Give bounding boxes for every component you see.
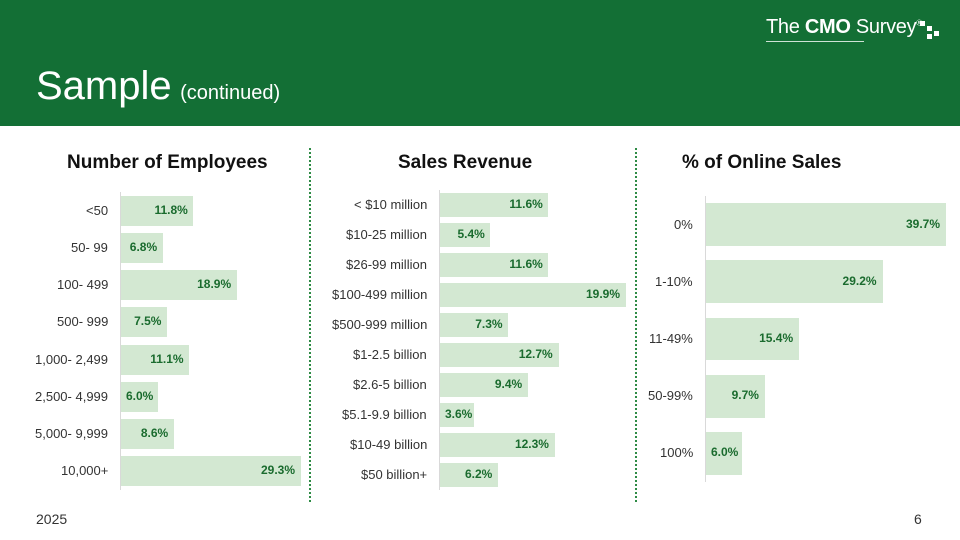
category-label: $26-99 million (346, 257, 427, 272)
bar (121, 195, 194, 226)
bar-value-label: 15.4% (759, 331, 794, 345)
bar (706, 260, 883, 304)
bar (121, 344, 190, 375)
bar-value-label: 6.2% (464, 467, 493, 481)
page-number: 6 (914, 511, 922, 527)
logo-underline (766, 41, 864, 42)
bar-value-label: 9.7% (731, 388, 759, 403)
title-main: Sample (36, 64, 172, 108)
bar-value-label: 3.6% (445, 407, 473, 421)
bar-value-label: 7.3% (475, 317, 503, 331)
bar (706, 431, 743, 475)
bar-value-label: 18.9% (197, 277, 232, 292)
bar-value-label: 12.7% (518, 347, 553, 361)
bar (121, 232, 163, 263)
bar-value-label: 8.6% (140, 426, 169, 441)
category-label: 50-99% (648, 388, 693, 404)
bar (440, 253, 549, 277)
logo-bold: CMO (804, 16, 851, 38)
category-label: 50- 99 (71, 239, 108, 255)
category-label: <50 (86, 202, 109, 218)
chart-title-employees: Number of Employees (67, 152, 268, 173)
bar-value-label: 9.4% (494, 377, 523, 391)
divider-left (309, 148, 311, 502)
bar-value-label: 29.3% (261, 463, 296, 478)
category-label: 100- 499 (57, 277, 109, 293)
bar (440, 403, 474, 427)
category-label: $500-999 million (332, 317, 428, 332)
category-label: $2.6-5 billion (353, 377, 427, 392)
bar (440, 223, 491, 247)
bar-value-label: 6.8% (129, 239, 158, 254)
bar (440, 193, 549, 217)
category-label: $10-49 billion (350, 437, 428, 452)
header-banner: Sample (continued) The CMO Survey® (0, 0, 960, 126)
category-label: 1,000- 2,499 (35, 351, 109, 367)
bar-value-label: 39.7% (906, 216, 941, 231)
chart-title-revenue: Sales Revenue (398, 152, 533, 173)
logo-suffix: Survey (850, 16, 917, 38)
chart-title-online-sales: % of Online Sales (682, 152, 842, 173)
bar-value-label: 6.0% (126, 388, 154, 403)
divider-right (635, 148, 637, 502)
bar (440, 433, 555, 457)
category-label: 2,500- 4,999 (35, 388, 109, 404)
bar (440, 313, 509, 337)
bar-value-label: 11.1% (150, 351, 184, 366)
axis-line (120, 192, 121, 490)
category-label: 1-10% (655, 273, 693, 289)
bar (121, 381, 158, 412)
page-title: Sample (continued) (36, 64, 280, 109)
category-label: $50 billion+ (361, 467, 428, 482)
bar-value-label: 11.6% (509, 197, 543, 211)
category-label: $100-499 million (332, 287, 428, 302)
bar-value-label: 11.6% (509, 257, 543, 271)
bar-value-label: 5.4% (457, 227, 485, 241)
logo-prefix: The (766, 16, 805, 38)
bar (706, 203, 946, 247)
category-label: 0% (674, 216, 693, 232)
bar (121, 419, 174, 450)
category-label: $10-25 million (346, 227, 427, 242)
bar (121, 307, 168, 338)
category-label: < $10 million (354, 197, 428, 212)
bar-value-label: 19.9% (586, 287, 621, 301)
bar (706, 374, 765, 418)
bar-value-label: 12.3% (514, 437, 549, 451)
category-label: $1-2.5 billion (353, 347, 427, 362)
logo-mark: ® (916, 18, 922, 28)
category-label: 500- 999 (57, 314, 109, 330)
bar (121, 456, 301, 487)
bar (440, 283, 626, 307)
cmo-survey-logo: The CMO Survey® (766, 16, 922, 42)
category-label: 100% (660, 445, 694, 461)
bar (706, 317, 800, 361)
category-label: 10,000+ (61, 463, 109, 479)
bar-value-label: 11.8% (154, 202, 188, 217)
axis-line (439, 190, 440, 490)
bar (121, 270, 238, 301)
category-label: 11-49% (649, 331, 693, 346)
bar (440, 343, 559, 367)
bar (440, 373, 528, 397)
category-label: $5.1-9.9 billion (342, 407, 427, 422)
bar-value-label: 6.0% (711, 445, 739, 460)
bar (440, 463, 498, 487)
footer-year: 2025 (36, 511, 68, 527)
logo-squares-icon (920, 21, 939, 39)
bar-value-label: 29.2% (842, 273, 877, 288)
axis-line (705, 196, 706, 482)
category-label: 5,000- 9,999 (35, 426, 109, 442)
title-subtitle: (continued) (180, 82, 281, 104)
bar-value-label: 7.5% (134, 314, 162, 329)
